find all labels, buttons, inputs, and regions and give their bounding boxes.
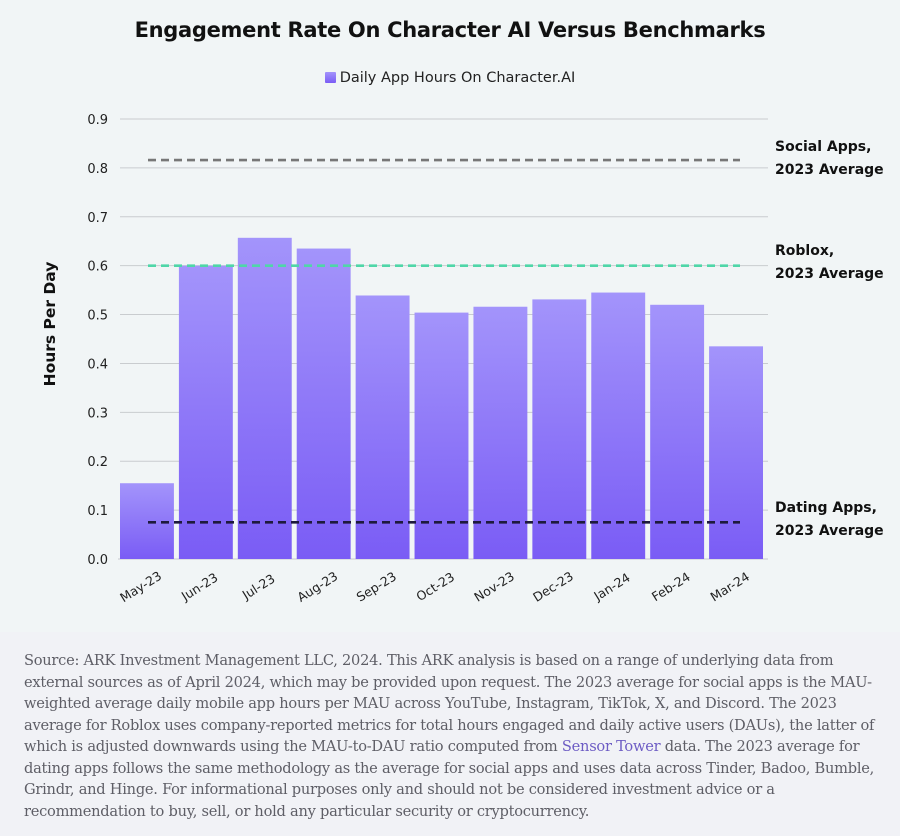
x-tick-label: Dec-23 — [530, 568, 576, 604]
y-tick-label: 0.8 — [87, 162, 108, 177]
source-text-start: Source: ARK Investment Management LLC, 2… — [24, 652, 875, 755]
reference-line-label: Dating Apps, 2023 Average — [775, 497, 884, 543]
reference-line-label-line: 2023 Average — [775, 523, 884, 539]
x-tick-label: Nov-23 — [471, 568, 517, 604]
bar — [650, 304, 705, 559]
x-tick-label: Aug-23 — [294, 568, 340, 604]
x-tick-label: Jul-23 — [239, 571, 278, 603]
bar — [591, 292, 646, 559]
chart-title: Engagement Rate On Character AI Versus B… — [134, 18, 766, 42]
reference-lines — [148, 158, 740, 524]
y-tick-label: 0.4 — [87, 357, 108, 372]
sensor-tower-link[interactable]: Sensor Tower — [561, 738, 661, 755]
bar — [473, 306, 528, 559]
x-axis-ticks: May-23 Jun-23 Jul-23 Aug-23 Sep-23 Oct-23 Nov-… — [117, 568, 752, 605]
reference-line-label-line: Roblox, — [775, 243, 835, 259]
source-text-end: data. The 2023 average for dating apps f… — [24, 738, 875, 820]
x-tick-label: May-23 — [117, 568, 164, 605]
reference-line-label-line: 2023 Average — [775, 266, 884, 282]
y-tick-label: 0.6 — [87, 260, 108, 275]
reference-line-label-line: Social Apps, — [775, 139, 872, 155]
bar-chart: 0.0 0.1 0.2 0.3 0.4 0.5 0.6 0.7 0.8 0.9 May-23 Jun… — [41, 113, 768, 605]
x-tick-label: Jun-23 — [178, 570, 221, 604]
y-axis-label: Hours Per Day — [41, 262, 59, 387]
legend-label: Daily App Hours On Character.AI — [339, 70, 576, 86]
bar — [355, 295, 410, 559]
legend-swatch — [324, 72, 336, 83]
y-tick-label: 0.2 — [87, 455, 108, 470]
reference-line-label: Social Apps, 2023 Average — [775, 136, 884, 182]
bar — [414, 312, 469, 559]
y-tick-label: 0.9 — [87, 113, 108, 128]
reference-line-label-line: 2023 Average — [775, 162, 884, 178]
bars — [120, 237, 763, 560]
bar — [296, 248, 351, 560]
y-tick-label: 0.0 — [87, 553, 108, 568]
y-tick-label: 0.1 — [87, 504, 108, 519]
x-tick-label: Oct-23 — [413, 569, 457, 604]
source-note: Source: ARK Investment Management LLC, 2… — [24, 650, 884, 822]
x-tick-label: Feb-24 — [649, 569, 693, 604]
y-tick-label: 0.7 — [87, 211, 108, 226]
bar — [237, 237, 292, 560]
x-tick-label: Jan-24 — [590, 570, 632, 604]
y-tick-label: 0.3 — [87, 406, 108, 421]
bar — [178, 265, 233, 559]
reference-line-label-line: Dating Apps, — [775, 500, 877, 516]
bar — [532, 299, 587, 559]
chart-legend: Daily App Hours On Character.AI — [0, 70, 900, 86]
y-tick-label: 0.5 — [87, 309, 108, 324]
bar — [709, 346, 763, 559]
reference-line-label: Roblox, 2023 Average — [775, 240, 884, 286]
y-axis-ticks: 0.0 0.1 0.2 0.3 0.4 0.5 0.6 0.7 0.8 0.9 — [87, 113, 108, 568]
x-tick-label: Sep-23 — [354, 569, 399, 605]
x-tick-label: Mar-24 — [707, 569, 752, 605]
